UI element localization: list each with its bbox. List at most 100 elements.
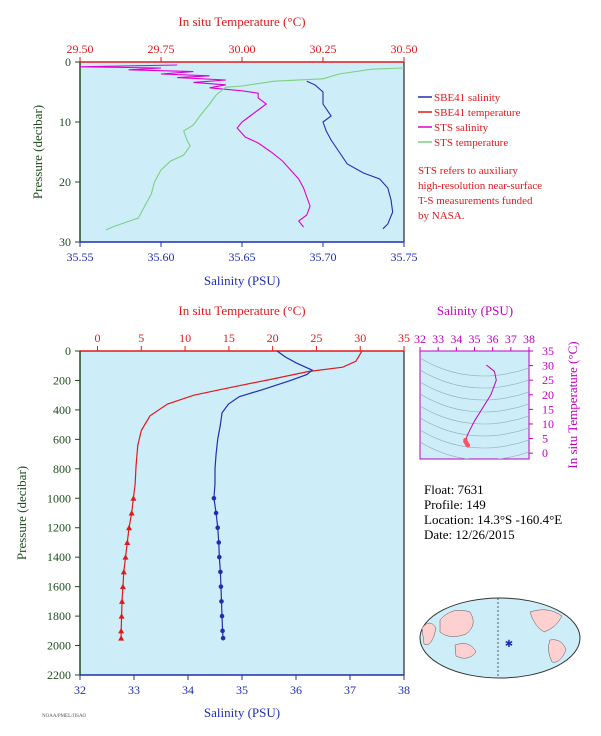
temperature-sample-marker (119, 583, 126, 590)
pressure-tick-label: 30 (59, 235, 71, 249)
sts-note-line-1: STS refers to auxiliary (418, 165, 518, 177)
density-contour (420, 441, 529, 459)
date-text: Date: 12/26/2015 (424, 527, 515, 542)
temperature-tick-label: 10 (179, 331, 191, 345)
pressure-tick-label: 0 (65, 55, 71, 69)
ts-salinity-tick-label: 35 (469, 332, 481, 346)
sts-note-line-2: high-resolution near-surface (418, 180, 542, 192)
temperature-sample-marker (122, 554, 129, 560)
salinity-tick-label: 35.55 (67, 250, 94, 264)
salinity-sample-marker (215, 525, 220, 531)
temperature-tick-label: 30 (354, 331, 366, 345)
full-profile-bottom-axis-title: Salinity (PSU) (204, 705, 280, 720)
temperature-tick-label: 30.00 (229, 42, 256, 56)
pressure-tick-label: 800 (53, 462, 71, 476)
ts-salinity-tick-label: 33 (432, 332, 444, 346)
temperature-sample-marker (124, 539, 131, 545)
pressure-tick-label: 1200 (47, 521, 71, 535)
temperature-sample-marker (128, 510, 135, 516)
density-contour (420, 357, 529, 377)
pressure-tick-label: 1800 (47, 609, 71, 623)
ts-salinity-tick-label: 37 (505, 332, 517, 346)
salinity-sample-marker (220, 635, 226, 641)
salinity-sample-marker (217, 554, 222, 560)
salinity-tick-label: 35.75 (391, 250, 418, 264)
temperature-tick-label: 15 (223, 331, 235, 345)
density-contour (420, 369, 529, 389)
near-surface-plot-area (79, 61, 405, 243)
legend-label-sts-salinity: STS salinity (434, 122, 489, 134)
sts-temperature-line (105, 67, 405, 231)
temperature-sample-marker (119, 598, 126, 604)
pressure-tick-label: 0 (65, 344, 71, 358)
temperature-tick-label: 0 (95, 331, 101, 345)
near-surface-top-axis-title: In situ Temperature (°C) (178, 14, 305, 29)
sts-salinity-line (79, 64, 311, 228)
pressure-tick-label: 400 (53, 403, 71, 417)
temperature-sample-marker (118, 613, 125, 619)
temperature-sample-marker (120, 568, 127, 575)
pressure-tick-label: 200 (53, 373, 71, 387)
pressure-tick-label: 1600 (47, 580, 71, 594)
density-contour (420, 417, 529, 437)
sts-note-line-4: by NASA. (418, 210, 465, 222)
salinity-sample-marker (220, 628, 225, 634)
salinity-tick-label: 35.65 (229, 250, 256, 264)
salinity-tick-label: 36 (290, 683, 302, 697)
footer-credit: NOAA/PMEL/JISAO (42, 714, 87, 719)
temperature-tick-label: 30.25 (310, 42, 337, 56)
near-surface-left-axis-title: Pressure (decibar) (30, 105, 45, 199)
temperature-sample-marker (118, 635, 125, 641)
ts-density-contours (420, 357, 529, 459)
full-profile-ticks: 0 5 10 15 20 25 30 35 32 33 34 35 36 37 38 0 200 400 600 80… (47, 331, 410, 697)
salinity-sample-marker (216, 540, 222, 545)
sbe41-salinity-line (306, 80, 394, 230)
temperature-tick-label: 5 (138, 331, 144, 345)
temperature-tick-label: 35 (398, 331, 410, 345)
density-contour (420, 393, 529, 413)
pressure-tick-label: 600 (53, 432, 71, 446)
pressure-tick-label: 1000 (47, 491, 71, 505)
near-surface-panel: 29.50 29.75 30.00 30.25 30.50 35.55 35.60 35.65… (30, 14, 542, 288)
near-surface-bottom-axis-title: Salinity (PSU) (204, 273, 280, 288)
temperature-sample-marker (118, 627, 125, 634)
temperature-sample-marker (130, 495, 137, 501)
salinity-tick-label: 35 (236, 683, 248, 697)
ts-plot-area (419, 350, 530, 460)
ts-temperature-tick-label: 15 (542, 402, 554, 416)
ts-top-axis-title: Salinity (PSU) (437, 303, 513, 318)
salinity-sample-marker (218, 584, 224, 589)
salinity-tick-label: 35.70 (310, 250, 337, 264)
pressure-tick-label: 2000 (47, 639, 71, 653)
ts-right-axis-title: In situ Temperature (°C) (565, 341, 580, 468)
map-land-asia (439, 610, 474, 637)
salinity-tick-label: 32 (74, 683, 86, 697)
pressure-tick-label: 2200 (47, 668, 71, 682)
temperature-tick-label: 25 (310, 331, 322, 345)
salinity-sample-marker (219, 599, 224, 604)
ts-temperature-tick-label: 25 (542, 373, 554, 387)
float-id-text: Float: 7631 (424, 482, 484, 497)
full-profile-left-axis-title: Pressure (decibar) (14, 466, 29, 560)
ts-temperature-tick-label: 35 (542, 344, 554, 358)
map-land-south-america (548, 639, 567, 663)
pressure-tick-label: 20 (59, 175, 71, 189)
temperature-tick-label: 20 (267, 331, 279, 345)
full-profile-plot-area (79, 350, 405, 676)
near-surface-ticks: 29.50 29.75 30.00 30.25 30.50 35.55 35.60 35.65… (59, 42, 418, 264)
density-contour (420, 405, 529, 425)
salinity-tick-label: 37 (344, 683, 356, 697)
location-text: Location: 14.3°S -160.4°E (424, 512, 562, 527)
salinity-tick-label: 38 (398, 683, 410, 697)
ts-salinity-tick-label: 38 (523, 332, 535, 346)
map-ocean (419, 597, 581, 679)
full-profile-panel: 0 5 10 15 20 25 30 35 32 33 34 35 36 37 38 0 200 400 600 80… (14, 303, 410, 720)
ts-temperature-tick-label: 10 (542, 417, 554, 431)
float-location-marker: ✱ (505, 639, 513, 650)
ts-temperature-tick-label: 20 (542, 388, 554, 402)
temperature-tick-label: 29.50 (67, 42, 94, 56)
salinity-tick-label: 34 (182, 683, 194, 697)
